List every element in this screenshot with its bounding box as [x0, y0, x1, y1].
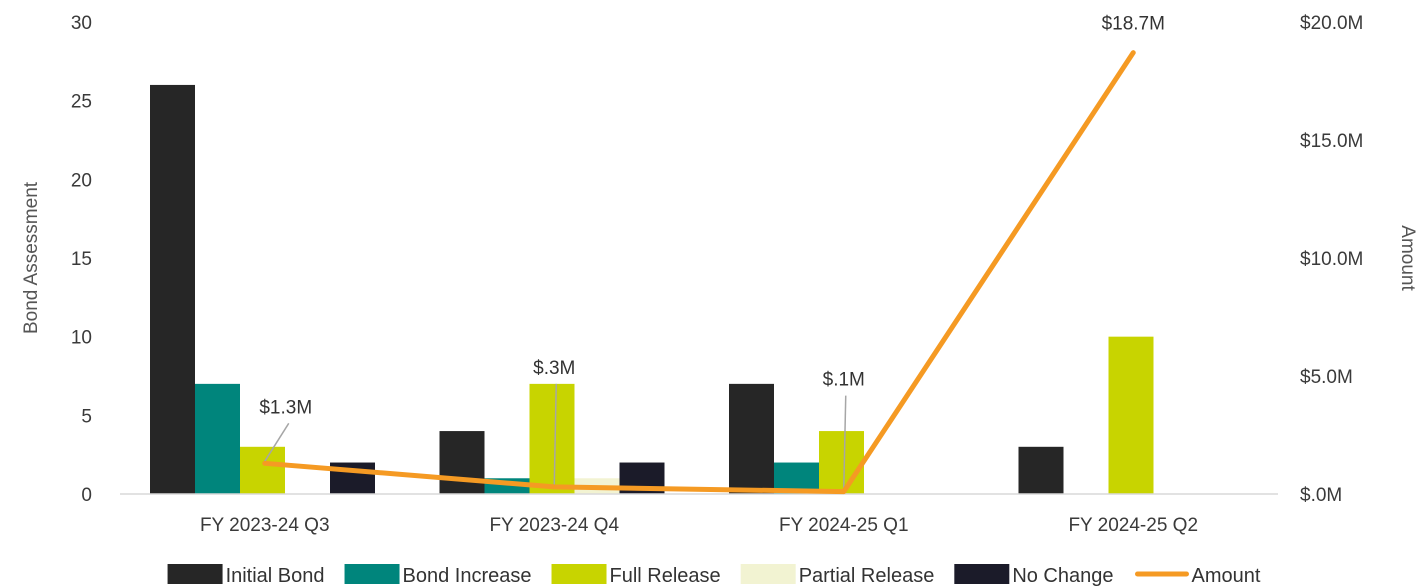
legend: Initial Bond Bond Increase Full Release Par… — [167, 564, 1261, 587]
y-tick-label: 10 — [71, 328, 92, 349]
y-tick-label: 25 — [71, 92, 92, 113]
legend-label-amount: Amount — [1192, 565, 1261, 587]
y-tick-label: 0 — [81, 485, 92, 506]
amount-line — [262, 50, 1136, 495]
legend-label-no-change: No Change — [1012, 565, 1113, 587]
y2-axis-title: Amount — [1397, 225, 1418, 291]
legend-label-partial-release: Partial Release — [799, 565, 935, 587]
legend-label-full-release: Full Release — [610, 565, 721, 587]
bar-full-release-4 — [1108, 336, 1154, 494]
x-tick-label: FY 2024-25 Q2 — [1068, 515, 1198, 536]
amount-line-layer — [262, 50, 1136, 495]
amount-data-label: $18.7M — [1102, 14, 1165, 35]
bar-initial-bond-3 — [729, 383, 774, 494]
y-tick-label: 15 — [71, 249, 92, 270]
bar-initial-bond-2 — [439, 431, 485, 494]
legend-swatch-partial-release — [740, 564, 796, 584]
y2-tick-label: $.0M — [1300, 485, 1342, 506]
legend-swatch-initial-bond — [167, 564, 223, 584]
data-labels: $1.3M $.3M $.1M $18.7M — [259, 14, 1165, 419]
legend-swatch-full-release — [551, 564, 607, 584]
bar-full-release-2 — [529, 383, 575, 494]
leader-line — [264, 422, 290, 462]
y-tick-label: 30 — [71, 13, 92, 34]
legend-swatch-no-change — [954, 564, 1010, 584]
bar-bond-increase-1 — [195, 383, 240, 494]
bar-full-release-1 — [240, 446, 285, 494]
x-tick-label: FY 2023-24 Q4 — [489, 515, 619, 536]
bar-initial-bond-1 — [150, 84, 195, 494]
leader-lines — [264, 383, 847, 490]
y-tick-label: 20 — [71, 170, 92, 191]
y2-axis-ticks: $.0M $5.0M $10.0M $15.0M $20.0M — [1300, 13, 1363, 506]
bar-full-release-3 — [819, 431, 864, 494]
legend-label-bond-increase: Bond Increase — [403, 565, 532, 587]
amount-data-label: $.1M — [823, 370, 865, 391]
x-tick-label: FY 2024-25 Q1 — [779, 515, 909, 536]
amount-data-label: $.3M — [533, 358, 575, 379]
amount-data-label: $1.3M — [259, 397, 312, 418]
y-axis-title: Bond Assessment — [21, 181, 42, 334]
bars-layer — [150, 84, 1154, 494]
legend-label-initial-bond: Initial Bond — [226, 565, 325, 587]
x-axis-ticks: FY 2023-24 Q3 FY 2023-24 Q4 FY 2024-25 Q1 F… — [200, 515, 1198, 536]
y2-tick-label: $5.0M — [1300, 367, 1353, 388]
y-tick-label: 5 — [81, 406, 92, 427]
y2-tick-label: $20.0M — [1300, 13, 1363, 34]
y-axis-ticks: 0 5 10 15 20 25 30 — [71, 13, 92, 506]
y2-tick-label: $10.0M — [1300, 249, 1363, 270]
y2-tick-label: $15.0M — [1300, 131, 1363, 152]
leader-line — [553, 383, 557, 485]
x-tick-label: FY 2023-24 Q3 — [200, 515, 330, 536]
bar-initial-bond-4 — [1018, 446, 1064, 494]
leader-line — [843, 395, 847, 490]
legend-swatch-bond-increase — [344, 564, 400, 584]
